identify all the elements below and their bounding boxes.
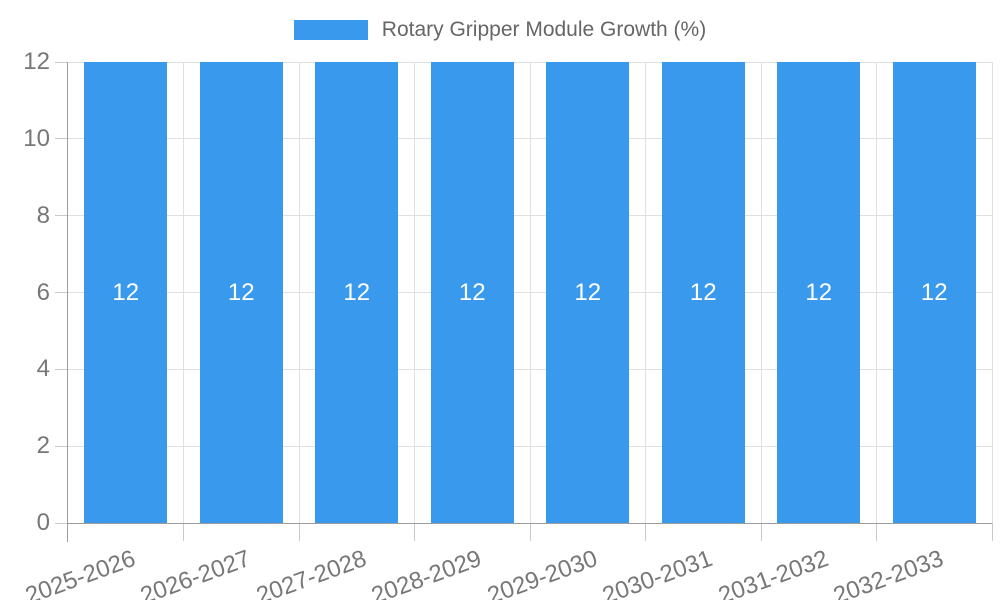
y-axis-line bbox=[67, 62, 68, 542]
y-tick-mark bbox=[55, 138, 68, 140]
legend-label: Rotary Gripper Module Growth (%) bbox=[381, 18, 707, 41]
v-gridline bbox=[529, 62, 531, 523]
bar[interactable]: 12 bbox=[430, 62, 514, 523]
x-tick-mark bbox=[183, 523, 184, 541]
v-gridline bbox=[183, 62, 184, 523]
x-tick-mark bbox=[760, 523, 762, 541]
x-tick-mark bbox=[414, 523, 415, 541]
y-tick-mark bbox=[55, 445, 68, 447]
x-tick-mark bbox=[991, 523, 993, 541]
x-axis-tick-label: 2028-2029 bbox=[368, 545, 486, 600]
y-axis-tick-label: 10 bbox=[23, 124, 50, 152]
x-tick-mark bbox=[529, 523, 531, 541]
legend: Rotary Gripper Module Growth (%) bbox=[0, 18, 1000, 42]
v-gridline bbox=[645, 62, 646, 523]
v-gridline bbox=[414, 62, 415, 523]
bar[interactable]: 12 bbox=[892, 62, 976, 523]
x-axis-tick-label: 2032-2033 bbox=[830, 545, 948, 600]
v-gridline bbox=[991, 62, 993, 523]
x-axis-line bbox=[68, 523, 992, 524]
bar-value-label: 12 bbox=[343, 278, 371, 306]
y-axis-tick-label: 6 bbox=[36, 278, 50, 306]
x-axis-tick-label: 2030-2031 bbox=[599, 545, 717, 600]
y-axis-tick-label: 0 bbox=[36, 509, 50, 536]
y-tick-mark bbox=[55, 215, 68, 217]
bar-value-label: 12 bbox=[805, 278, 833, 306]
x-axis-tick-label: 2031-2032 bbox=[714, 545, 832, 600]
x-tick-mark bbox=[876, 523, 877, 541]
y-axis-tick-label: 8 bbox=[36, 201, 50, 229]
bar[interactable]: 12 bbox=[84, 62, 168, 523]
bar[interactable]: 12 bbox=[546, 62, 630, 523]
x-axis-tick-label: 2026-2027 bbox=[137, 545, 255, 600]
bar-value-label: 12 bbox=[227, 278, 255, 306]
v-gridline bbox=[760, 62, 762, 523]
x-tick-mark bbox=[298, 523, 300, 541]
x-axis-tick-label: 2027-2028 bbox=[252, 545, 370, 600]
y-tick-mark bbox=[55, 61, 68, 63]
y-tick-mark bbox=[55, 522, 68, 524]
legend-swatch bbox=[293, 20, 368, 40]
x-axis-tick-label: 2025-2026 bbox=[21, 545, 139, 600]
v-gridline bbox=[298, 62, 300, 523]
y-axis-tick-label: 4 bbox=[36, 355, 50, 383]
v-gridline bbox=[876, 62, 877, 523]
bar-value-label: 12 bbox=[574, 278, 602, 306]
y-tick-mark bbox=[55, 292, 68, 293]
y-tick-mark bbox=[55, 368, 68, 370]
bar-value-label: 12 bbox=[458, 278, 486, 306]
bar-value-label: 12 bbox=[689, 278, 717, 306]
bar[interactable]: 12 bbox=[661, 62, 745, 523]
bar-value-label: 12 bbox=[920, 278, 948, 306]
bar-value-label: 12 bbox=[112, 278, 140, 306]
y-axis-tick-label: 2 bbox=[36, 432, 50, 460]
x-axis-tick-label: 2029-2030 bbox=[483, 545, 601, 600]
x-tick-mark bbox=[645, 523, 646, 541]
y-axis-tick-label: 12 bbox=[23, 48, 50, 75]
legend-item[interactable]: Rotary Gripper Module Growth (%) bbox=[293, 18, 707, 42]
bar[interactable]: 12 bbox=[199, 62, 283, 523]
bar[interactable]: 12 bbox=[777, 62, 861, 523]
bar[interactable]: 12 bbox=[315, 62, 399, 523]
